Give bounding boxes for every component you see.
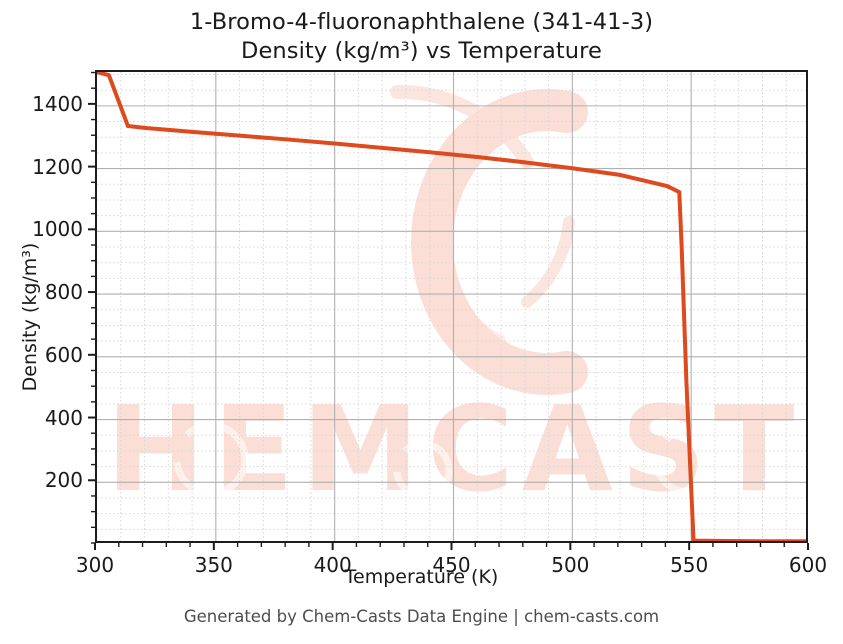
y-tick-label: 1000 bbox=[32, 217, 83, 242]
title-line-subtitle: Density (kg/m³) vs Temperature bbox=[241, 38, 602, 64]
page-title: 1-Bromo-4-fluoronaphthalene (341-41-3) D… bbox=[0, 8, 843, 66]
watermark-texture bbox=[173, 421, 249, 497]
data-series-layer bbox=[97, 72, 806, 541]
y-tick-label: 800 bbox=[44, 280, 83, 305]
grid-layer bbox=[97, 72, 806, 541]
y-tick-label: 200 bbox=[44, 468, 83, 493]
y-tick-label: 1200 bbox=[32, 154, 83, 179]
plot-area: CHEMCASTS bbox=[95, 70, 808, 543]
y-axis-label: Density (kg/m³) bbox=[19, 242, 41, 392]
watermark-texture bbox=[393, 440, 453, 500]
y-tick-label: 1400 bbox=[32, 91, 83, 116]
x-axis-label: Temperature (K) bbox=[344, 566, 499, 588]
title-line-compound: 1-Bromo-4-fluoronaphthalene (341-41-3) bbox=[189, 9, 654, 35]
footer-credit: Generated by Chem-Casts Data Engine | ch… bbox=[183, 607, 660, 626]
y-tick-label: 600 bbox=[44, 342, 83, 367]
watermark-texture bbox=[753, 472, 806, 528]
series-line-density bbox=[97, 72, 806, 541]
y-tick-label: 400 bbox=[44, 405, 83, 430]
